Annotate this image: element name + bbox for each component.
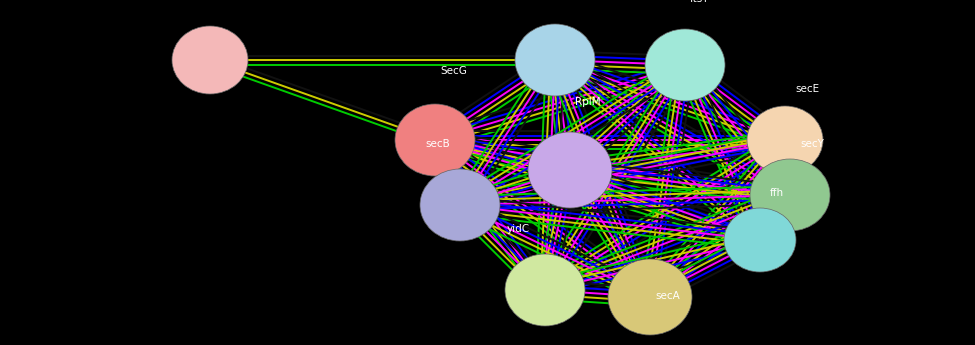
Text: SecG: SecG bbox=[440, 66, 467, 76]
Ellipse shape bbox=[747, 106, 823, 174]
Text: secB: secB bbox=[425, 139, 449, 149]
Ellipse shape bbox=[515, 24, 595, 96]
Ellipse shape bbox=[395, 104, 475, 176]
Ellipse shape bbox=[750, 159, 830, 231]
Text: ftsY: ftsY bbox=[690, 0, 710, 4]
Ellipse shape bbox=[420, 169, 500, 241]
Ellipse shape bbox=[505, 254, 585, 326]
Text: yidC: yidC bbox=[507, 224, 530, 234]
Text: RplM: RplM bbox=[575, 97, 601, 107]
Ellipse shape bbox=[724, 208, 796, 272]
Ellipse shape bbox=[528, 132, 612, 208]
Text: secY: secY bbox=[800, 139, 824, 149]
Text: secA: secA bbox=[655, 291, 680, 301]
Text: ffh: ffh bbox=[770, 188, 784, 198]
Ellipse shape bbox=[645, 29, 725, 101]
Ellipse shape bbox=[172, 26, 248, 94]
Ellipse shape bbox=[608, 259, 692, 335]
Text: secE: secE bbox=[795, 84, 819, 94]
